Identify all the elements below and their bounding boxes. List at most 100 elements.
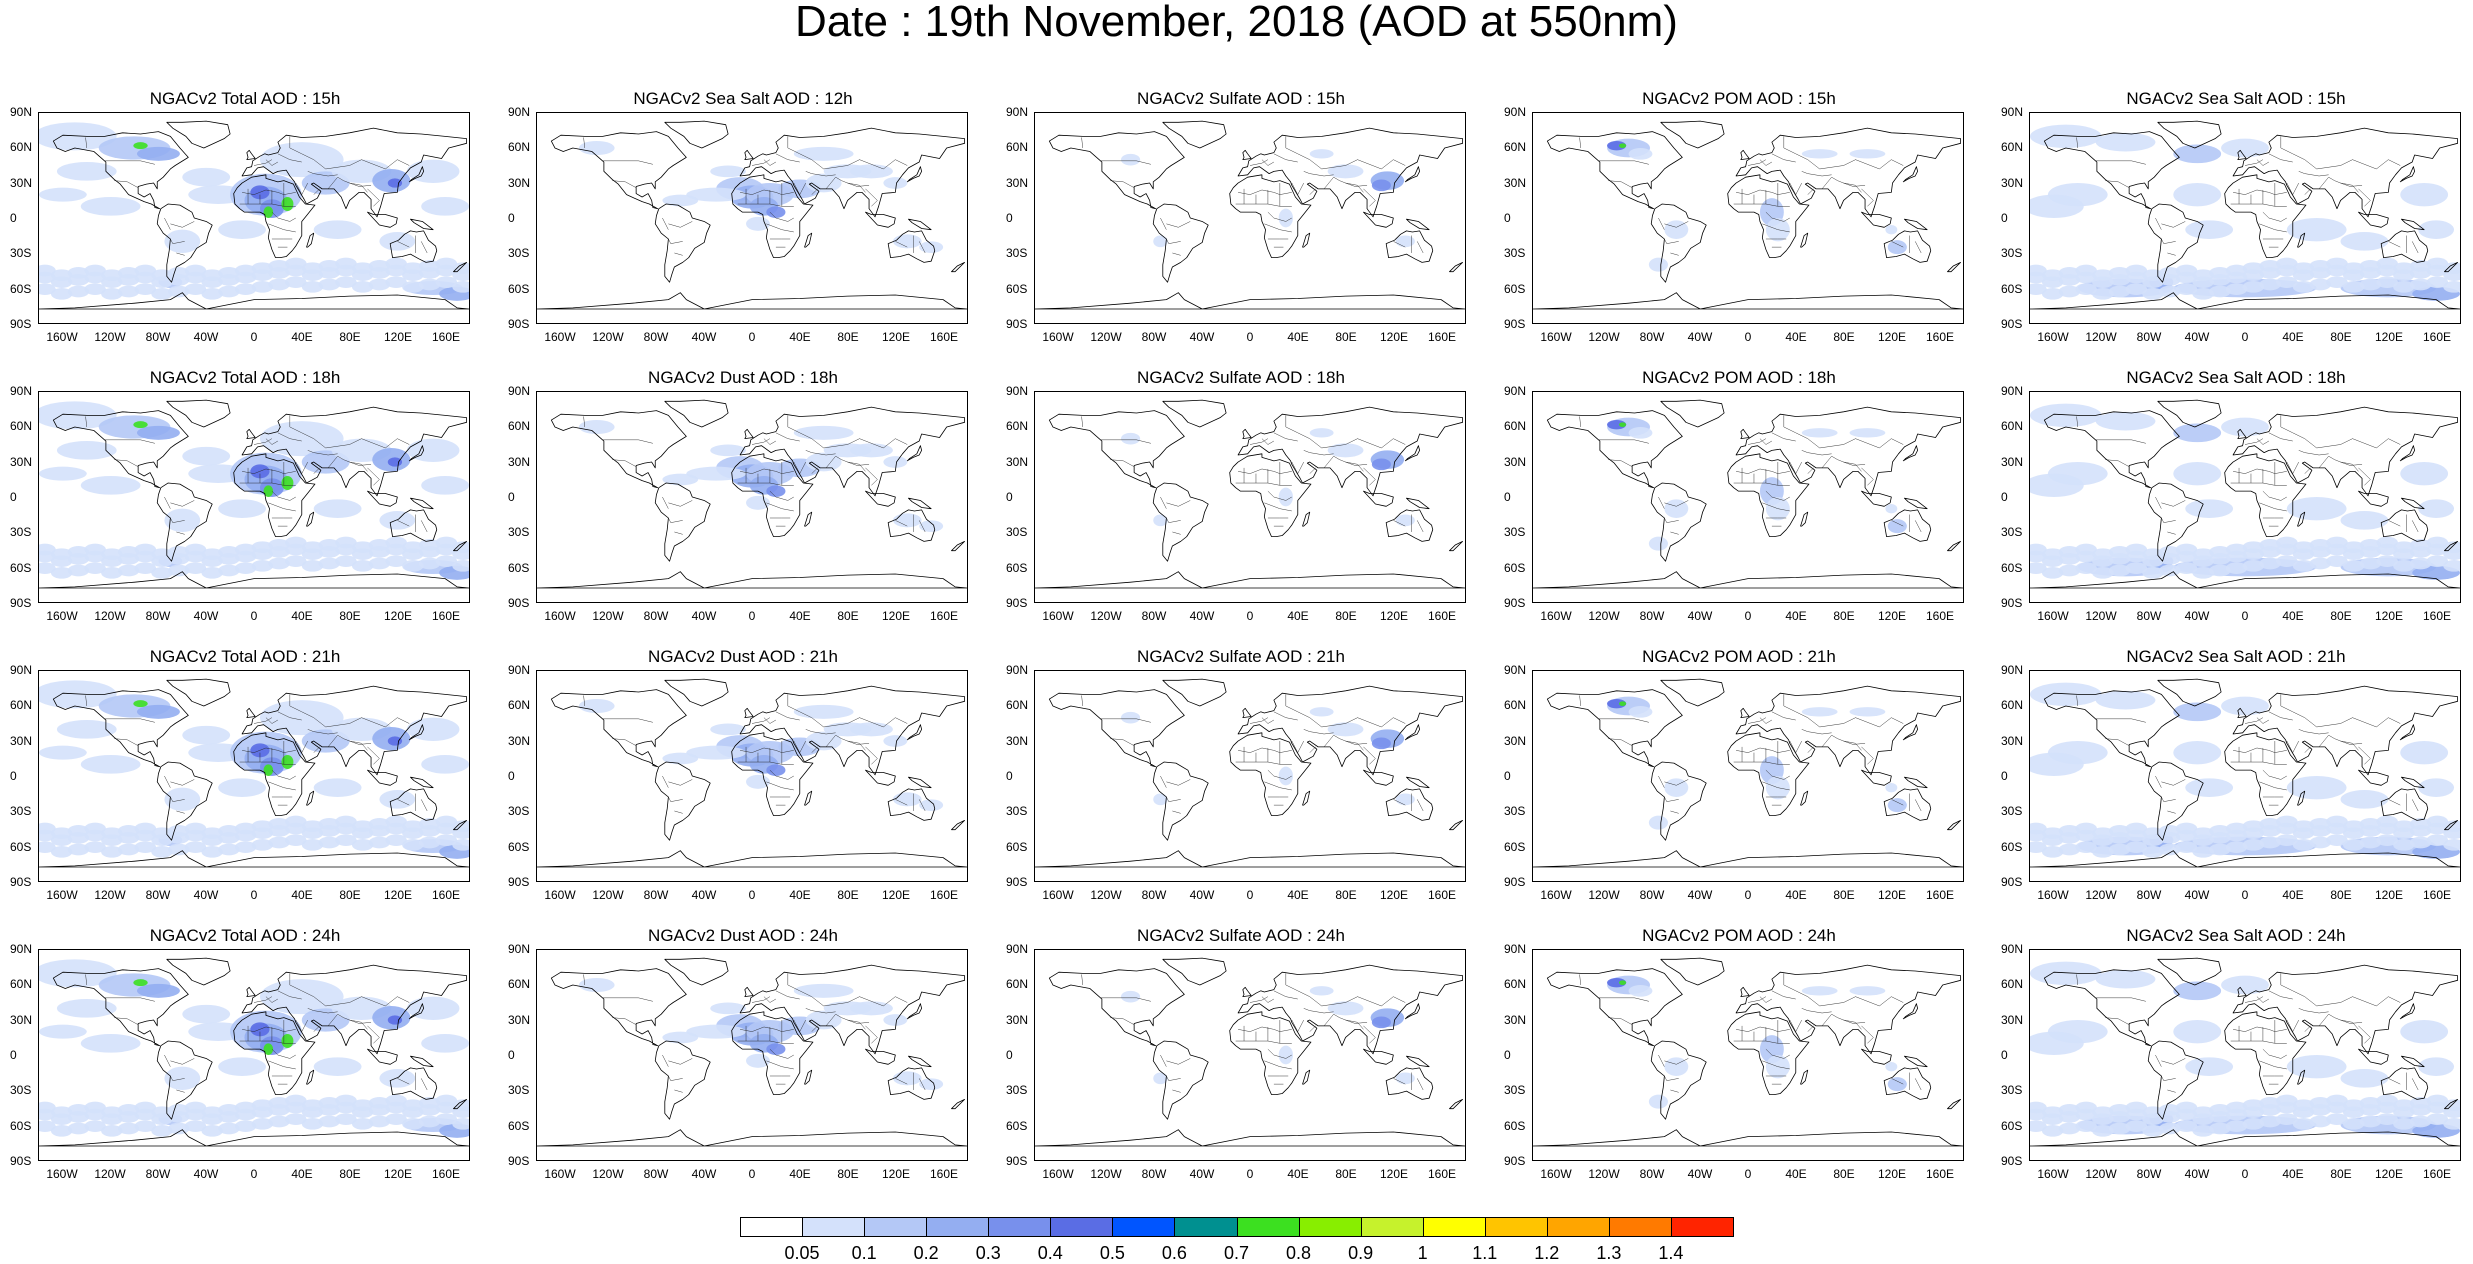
aod-patch: [402, 1099, 424, 1111]
map-panel: NGACv2 Sea Salt AOD : 15h 90N 60N 30N 0 30S 60…: [2001, 90, 2471, 350]
aod-patch: [2242, 1099, 2265, 1111]
coastline: [2043, 689, 2180, 768]
lon-tick-label: 80W: [1639, 1167, 1665, 1181]
aod-patch: [182, 167, 231, 187]
lon-tick-label: 40W: [1189, 609, 1215, 623]
aod-patch: [218, 564, 240, 577]
country-border: [1303, 1008, 1334, 1014]
aod-patch: [1395, 793, 1415, 806]
aod-patch: [201, 567, 223, 579]
coastline: [1740, 986, 1750, 998]
country-border: [2095, 718, 2146, 723]
coastline: [2297, 1069, 2306, 1085]
coastline: [1035, 292, 1465, 310]
country-border: [1323, 1013, 1368, 1027]
coastline: [156, 203, 213, 283]
lat-tick-label: 90N: [10, 384, 33, 398]
lon-tick-label: 80W: [1639, 609, 1665, 623]
aod-patch: [84, 822, 106, 835]
aod-patch: [385, 834, 407, 846]
aod-patch: [101, 548, 123, 560]
coastline: [156, 761, 213, 841]
coastline: [1904, 218, 1928, 231]
aod-patch: [2075, 543, 2097, 556]
aod-patch: [2175, 562, 2198, 574]
country-border: [895, 1078, 908, 1085]
lon-tick-label: 40W: [1189, 888, 1215, 902]
map-panel: NGACv2 Dust AOD : 24h 90N 60N 30N 0 30S 60S 90S…: [508, 927, 978, 1187]
coastline: [389, 788, 438, 821]
country-border: [2076, 695, 2079, 706]
aod-patch: [351, 541, 374, 553]
coastline: [166, 678, 231, 707]
aod-patch: [67, 825, 90, 837]
aod-patch: [318, 557, 341, 570]
coastline: [2358, 769, 2389, 786]
world-map: [1533, 399, 1963, 589]
aod-patch: [2142, 567, 2164, 579]
aod-patch: [201, 846, 223, 858]
country-border: [176, 531, 185, 535]
aod-patch: [2075, 264, 2097, 277]
country-border: [2280, 136, 2401, 170]
aod-patch: [2342, 281, 2365, 293]
lon-tick-label: 120E: [2374, 330, 2404, 344]
country-border: [787, 415, 908, 449]
aod-patch: [2393, 262, 2415, 274]
coastline: [865, 211, 896, 228]
aod-patch: [435, 555, 458, 567]
country-border: [1598, 439, 1649, 444]
aod-patch: [1327, 164, 1364, 179]
lon-tick-label: 80W: [145, 1167, 171, 1181]
country-border: [265, 717, 279, 724]
lon-tick-label: 40W: [193, 609, 219, 623]
country-border: [1664, 500, 1689, 507]
coastline: [2297, 232, 2306, 248]
aod-patch: [2058, 564, 2081, 577]
aod-patch: [50, 846, 73, 858]
country-border: [1783, 694, 1904, 728]
aod-patch: [67, 1104, 90, 1116]
country-border: [271, 769, 296, 780]
aod-patch: [234, 543, 257, 556]
coastline: [233, 453, 316, 538]
aod-patch: [39, 466, 87, 481]
country-border: [2412, 799, 2419, 812]
aod-patch: [251, 1118, 274, 1130]
aod-patch: [385, 1094, 407, 1107]
country-border: [2230, 203, 2287, 207]
country-border: [775, 990, 800, 1000]
country-border: [2256, 159, 2270, 166]
lon-tick-label: 120E: [2374, 609, 2404, 623]
coastline: [804, 232, 813, 248]
aod-field: [1607, 975, 1907, 1109]
aod-patch: [2142, 846, 2164, 858]
coastline: [1727, 732, 1810, 817]
country-border: [1081, 974, 1084, 985]
world-map: [537, 399, 967, 589]
lat-tick-label: 30N: [1504, 733, 1527, 748]
lon-tick-label: 80W: [1141, 888, 1167, 902]
coastline: [1152, 1040, 1209, 1120]
coastline: [166, 399, 231, 428]
aod-patch: [133, 142, 148, 150]
map-frame: [38, 949, 470, 1161]
lat-tick-label: 60N: [2001, 698, 2024, 713]
country-border: [307, 171, 338, 177]
country-border: [1783, 415, 1904, 449]
aod-patch: [234, 283, 257, 295]
country-border: [674, 1089, 683, 1093]
lon-tick-label: 0: [2241, 609, 2249, 623]
country-border: [170, 221, 195, 228]
aod-patch: [2342, 839, 2365, 851]
country-border: [2105, 180, 2130, 188]
aod-patch: [2393, 820, 2415, 832]
aod-patch: [2175, 264, 2198, 277]
aod-patch: [402, 262, 424, 274]
country-border: [1579, 416, 1582, 427]
lon-tick-label: 0: [250, 1167, 258, 1181]
lon-tick-label: 160W: [2037, 609, 2069, 623]
country-border: [2095, 439, 2146, 444]
country-border: [289, 415, 410, 449]
country-border: [1789, 461, 1802, 475]
